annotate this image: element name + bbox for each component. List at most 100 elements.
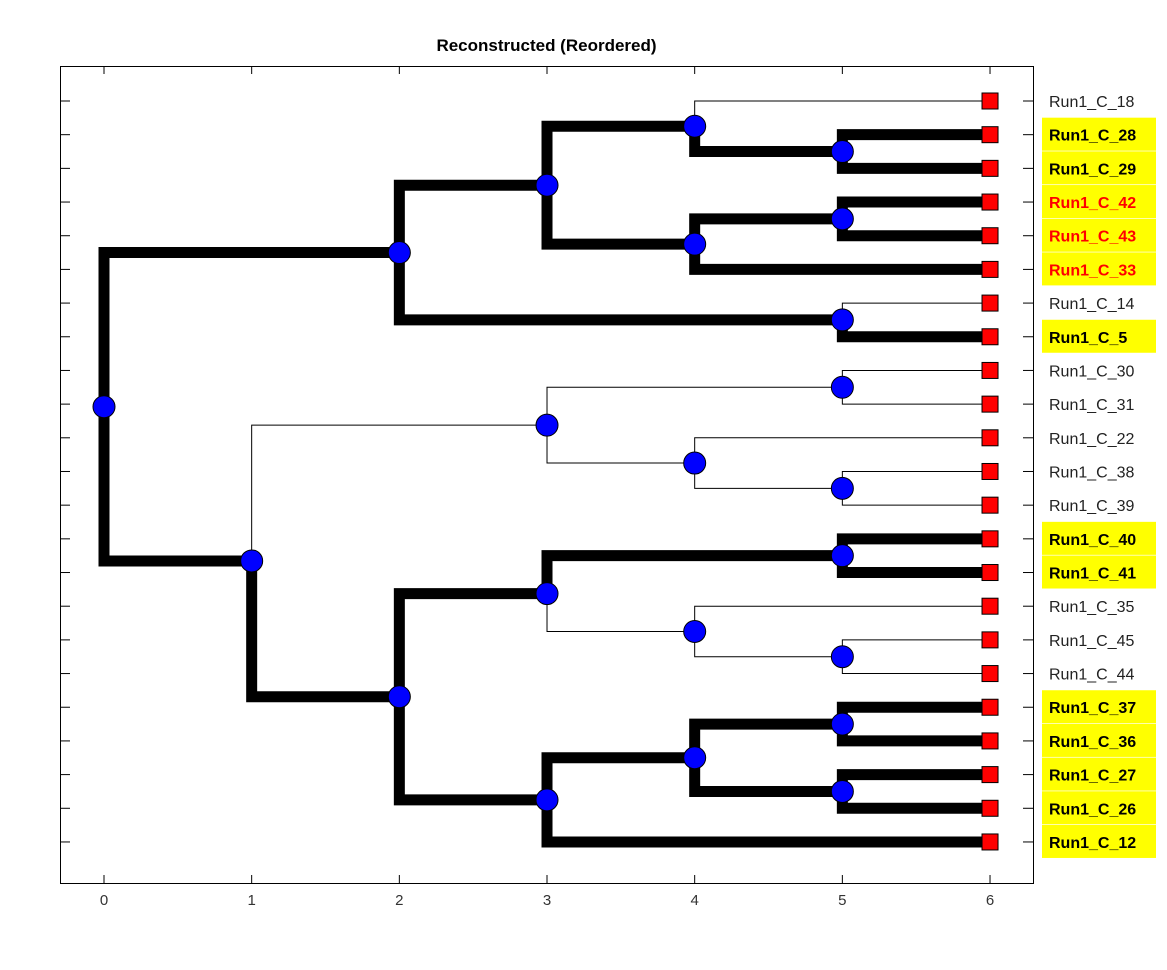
leaf-label: Run1_C_35 (1049, 599, 1135, 616)
thin-edge (841, 302, 991, 321)
thick-edge (836, 785, 996, 814)
leaf-marker (981, 564, 999, 582)
thick-edge (836, 533, 996, 562)
internal-node-marker (830, 544, 854, 568)
leaf-label: Run1_C_5 (1049, 330, 1127, 347)
x-tick-label: 1 (247, 892, 255, 909)
thin-edge (841, 487, 991, 506)
thin-edge (546, 386, 843, 426)
leaf-label-highlight (1042, 252, 1156, 286)
thick-edge (246, 555, 405, 703)
leaf-label: Run1_C_27 (1049, 768, 1136, 785)
leaf-label: Run1_C_14 (1049, 296, 1135, 313)
leaf-label: Run1_C_39 (1049, 498, 1135, 515)
leaf-marker (981, 429, 999, 447)
thin-edge (546, 424, 696, 464)
leaf-label: Run1_C_30 (1049, 363, 1135, 380)
leaf-marker (981, 92, 999, 110)
leaf-marker (981, 698, 999, 716)
internal-node-marker (683, 451, 707, 475)
thick-edge (836, 718, 996, 747)
thick-edge (836, 213, 996, 242)
internal-node-marker (535, 788, 559, 812)
thin-edge (694, 462, 843, 489)
leaf-marker (981, 361, 999, 379)
internal-node-marker (683, 746, 707, 770)
internal-node-marker (830, 140, 854, 164)
thin-edge (841, 639, 991, 658)
leaf-marker (981, 294, 999, 312)
internal-node-marker (830, 207, 854, 231)
internal-node-marker (683, 232, 707, 256)
leaf-label-highlight (1042, 319, 1156, 353)
leaf-marker (981, 496, 999, 514)
leaf-label: Run1_C_36 (1049, 734, 1136, 751)
leaf-label: Run1_C_26 (1049, 801, 1136, 818)
thick-edge (689, 120, 848, 158)
internal-node-marker (830, 476, 854, 500)
thin-edge (694, 100, 991, 127)
leaf-label-highlight (1042, 218, 1156, 252)
thick-edge (689, 213, 848, 250)
internal-node-marker (830, 308, 854, 332)
leaf-marker (981, 126, 999, 144)
leaf-label: Run1_C_18 (1049, 94, 1135, 111)
leaf-label: Run1_C_12 (1049, 835, 1136, 852)
leaf-marker (981, 766, 999, 784)
internal-node-marker (92, 395, 116, 419)
thick-edge (541, 794, 996, 848)
leaf-marker (981, 260, 999, 278)
internal-node-marker (535, 173, 559, 197)
leaf-label-highlight (1042, 185, 1156, 219)
leaf-label: Run1_C_37 (1049, 700, 1136, 717)
leaf-label: Run1_C_29 (1049, 161, 1136, 178)
leaf-marker (981, 193, 999, 211)
leaf-label: Run1_C_22 (1049, 431, 1135, 448)
x-tick-label: 4 (691, 892, 699, 909)
thick-edge (836, 129, 996, 158)
leaf-marker (981, 462, 999, 480)
internal-node-marker (240, 549, 264, 573)
internal-node-marker (387, 685, 411, 709)
leaf-marker (981, 799, 999, 817)
leaf-label: Run1_C_41 (1049, 566, 1136, 583)
thick-edge (393, 691, 553, 806)
x-tick-label: 2 (395, 892, 403, 909)
internal-node-marker (387, 241, 411, 265)
thick-edge (836, 314, 996, 343)
x-tick-label: 5 (838, 892, 846, 909)
leaf-label: Run1_C_28 (1049, 128, 1136, 145)
thick-edge (393, 179, 553, 259)
internal-node-marker (683, 619, 707, 643)
leaf-label-highlight (1042, 521, 1156, 555)
internal-node-marker (535, 413, 559, 437)
leaf-label: Run1_C_45 (1049, 633, 1135, 650)
thin-edge (251, 424, 548, 562)
thick-edge (393, 588, 553, 703)
leaf-marker (981, 328, 999, 346)
leaf-marker (981, 665, 999, 683)
leaf-marker (981, 732, 999, 750)
internal-node-marker (830, 779, 854, 803)
x-tick-label: 6 (986, 892, 994, 909)
internal-node-marker (830, 375, 854, 399)
leaf-label: Run1_C_42 (1049, 195, 1136, 212)
leaf-label: Run1_C_33 (1049, 262, 1136, 279)
leaf-label: Run1_C_44 (1049, 667, 1135, 684)
leaf-marker (981, 395, 999, 413)
thick-edge (541, 120, 701, 191)
thin-edge (841, 470, 991, 489)
internal-node-marker (535, 582, 559, 606)
thick-edge (541, 752, 701, 806)
leaf-label: Run1_C_38 (1049, 464, 1135, 481)
leaf-label: Run1_C_43 (1049, 229, 1136, 246)
thick-edge (98, 401, 258, 567)
leaf-label-highlight (1042, 824, 1156, 858)
leaf-marker (981, 159, 999, 177)
thick-edge (836, 146, 996, 174)
leaf-marker (981, 833, 999, 851)
thick-edge (836, 769, 996, 797)
internal-node-marker (830, 712, 854, 736)
